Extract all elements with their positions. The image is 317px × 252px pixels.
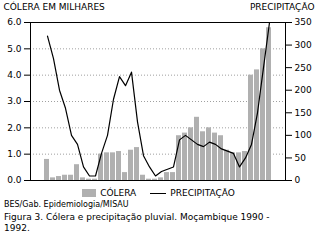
html-text:Figura 3. Cólera e precipitaçã: Figura 3. Cólera e precipitação pluvial.… — [4, 212, 270, 234]
html-text:CÓLERA: CÓLERA — [100, 188, 137, 198]
svg-text:0: 0 — [295, 175, 301, 185]
svg-text:CÓLERA EM MILHARES: CÓLERA EM MILHARES — [4, 1, 106, 12]
html-text:BES/Gab. Epidemiologia/MISAU: BES/Gab. Epidemiologia/MISAU — [4, 200, 129, 209]
svg-text:250: 250 — [295, 63, 312, 73]
svg-text:6.0: 6.0 — [7, 17, 22, 27]
svg-text:350: 350 — [295, 17, 312, 27]
html-text:PRECIPITAÇÃO: PRECIPITAÇÃO — [170, 188, 235, 198]
svg-text:5.0: 5.0 — [7, 44, 22, 54]
svg-text:3.0: 3.0 — [7, 96, 22, 106]
svg-text:200: 200 — [295, 85, 312, 95]
svg-text:50: 50 — [295, 153, 307, 163]
svg-text:300: 300 — [295, 40, 312, 50]
svg-text:0.0: 0.0 — [7, 175, 22, 185]
svg-text:4.0: 4.0 — [7, 70, 22, 80]
svg-text:2.0: 2.0 — [7, 123, 22, 133]
svg-text:1.0: 1.0 — [7, 149, 22, 159]
svg-text:100: 100 — [295, 130, 312, 140]
svg-text:150: 150 — [295, 108, 312, 118]
svg-text:PRECIPITAÇÃO: PRECIPITAÇÃO — [250, 2, 315, 12]
